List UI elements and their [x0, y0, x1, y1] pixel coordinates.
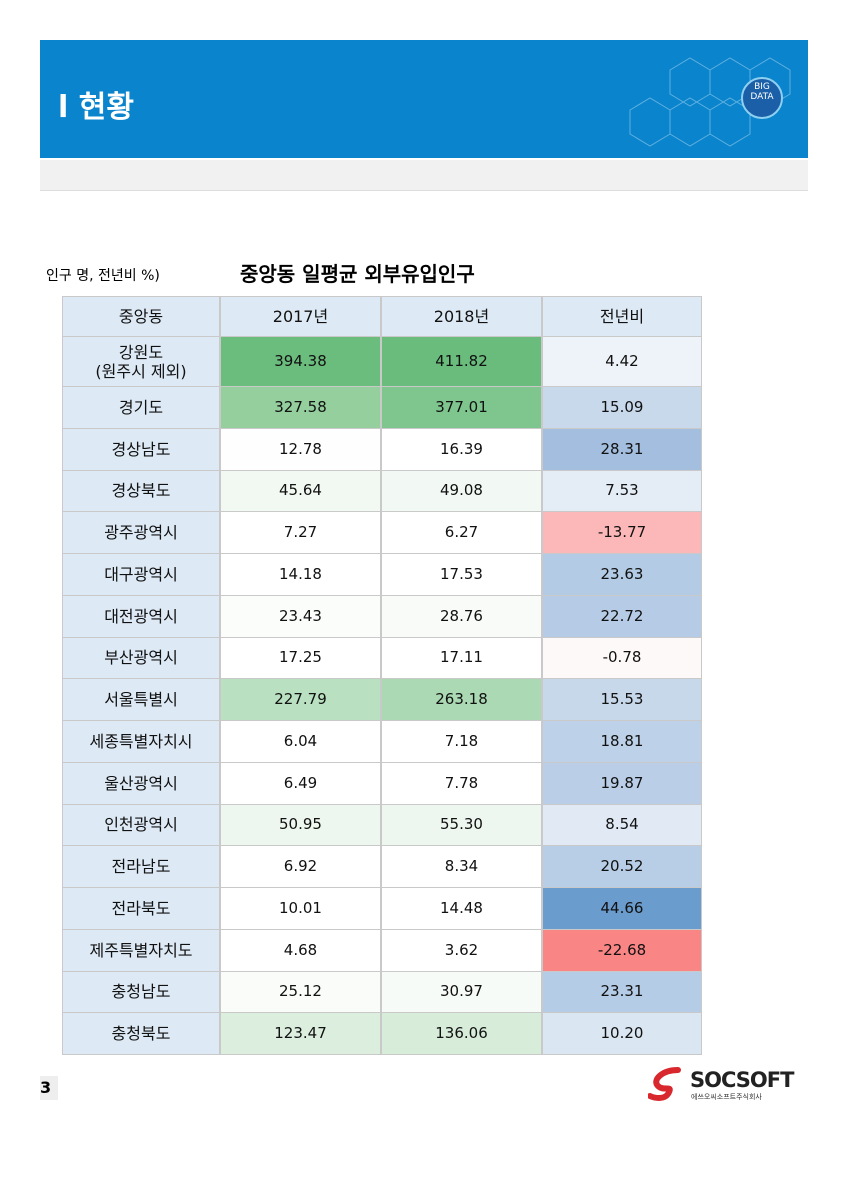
row-label: 대전광역시 [62, 594, 220, 638]
logo-icon [648, 1067, 681, 1101]
row-label: 제주특별자치도 [62, 928, 220, 972]
table-cell: 377.01 [381, 386, 542, 429]
table-cell: 227.79 [220, 678, 381, 721]
table-title: 중앙동 일평균 외부유입인구 [240, 262, 475, 286]
table-cell: 7.78 [381, 761, 542, 805]
table-cell: 7.27 [220, 511, 381, 554]
row-label: 경기도 [62, 386, 220, 429]
column-header: 중앙동 [62, 296, 220, 337]
table-cell: 7.53 [542, 469, 702, 513]
table-cell: 25.12 [220, 970, 381, 1014]
badge-line: DATA [750, 92, 774, 102]
table-cell: 18.81 [542, 720, 702, 763]
table-cell: 16.39 [381, 427, 542, 471]
column-header: 2018년 [381, 296, 542, 337]
table-cell: 10.01 [220, 887, 381, 930]
table-cell: -22.68 [542, 928, 702, 972]
table-cell: 17.25 [220, 636, 381, 680]
table-cell: 45.64 [220, 469, 381, 513]
row-label: 대구광역시 [62, 553, 220, 596]
row-label: 경상북도 [62, 469, 220, 513]
table-cell: 6.27 [381, 511, 542, 554]
table-cell: 15.09 [542, 386, 702, 429]
company-name: 에쓰오씨소프트주식회사 [691, 1093, 762, 1101]
table-cell: 14.18 [220, 553, 381, 596]
table-cell: 327.58 [220, 386, 381, 429]
column-header: 전년비 [542, 296, 702, 337]
row-label: 세종특별자치시 [62, 720, 220, 763]
table-cell: 6.49 [220, 761, 381, 805]
table-cell: 12.78 [220, 427, 381, 471]
table-cell: 28.31 [542, 427, 702, 471]
header-decoration [629, 57, 791, 147]
table-cell: 8.54 [542, 803, 702, 847]
table-cell: 22.72 [542, 594, 702, 638]
table-cell: 28.76 [381, 594, 542, 638]
table-cell: 411.82 [381, 336, 542, 387]
table-cell: 6.92 [220, 845, 381, 888]
table-cell: 4.68 [220, 928, 381, 972]
column-header: 2017년 [220, 296, 381, 337]
row-label: 충청북도 [62, 1012, 220, 1055]
sub-bar [40, 160, 808, 191]
page-number: 3 [40, 1076, 58, 1100]
table-cell: -0.78 [542, 636, 702, 680]
row-label: 부산광역시 [62, 636, 220, 680]
table-cell: 23.63 [542, 553, 702, 596]
row-label: 인천광역시 [62, 803, 220, 847]
table-cell: 17.53 [381, 553, 542, 596]
badge-line: BIG [754, 82, 770, 92]
table-cell: 7.18 [381, 720, 542, 763]
table-cell: 14.48 [381, 887, 542, 930]
badge: BIG DATA [750, 82, 774, 102]
row-label: 광주광역시 [62, 511, 220, 554]
row-label: 경상남도 [62, 427, 220, 471]
header-bar [40, 40, 808, 158]
row-label: 전라북도 [62, 887, 220, 930]
table-cell: 23.43 [220, 594, 381, 638]
table-cell: 50.95 [220, 803, 381, 847]
table-cell: 19.87 [542, 761, 702, 805]
table-cell: -13.77 [542, 511, 702, 554]
logo-text: SOCSOFT [690, 1068, 794, 1092]
row-label: 전라남도 [62, 845, 220, 888]
table-cell: 263.18 [381, 678, 542, 721]
row-label: 충청남도 [62, 970, 220, 1014]
table-cell: 44.66 [542, 887, 702, 930]
row-label: 울산광역시 [62, 761, 220, 805]
table-cell: 55.30 [381, 803, 542, 847]
table-cell: 49.08 [381, 469, 542, 513]
table-cell: 23.31 [542, 970, 702, 1014]
unit-label: 인구 명, 전년비 %) [46, 268, 160, 284]
table-cell: 4.42 [542, 336, 702, 387]
table-cell: 20.52 [542, 845, 702, 888]
table-cell: 394.38 [220, 336, 381, 387]
table-cell: 17.11 [381, 636, 542, 680]
table-cell: 30.97 [381, 970, 542, 1014]
header-title: l 현황 [58, 90, 134, 125]
table-cell: 15.53 [542, 678, 702, 721]
table-cell: 6.04 [220, 720, 381, 763]
table-cell: 123.47 [220, 1012, 381, 1055]
table-cell: 8.34 [381, 845, 542, 888]
table-cell: 10.20 [542, 1012, 702, 1055]
row-label: 서울특별시 [62, 678, 220, 721]
table-cell: 3.62 [381, 928, 542, 972]
row-label: 강원도 (원주시 제외) [62, 336, 220, 387]
table-cell: 136.06 [381, 1012, 542, 1055]
